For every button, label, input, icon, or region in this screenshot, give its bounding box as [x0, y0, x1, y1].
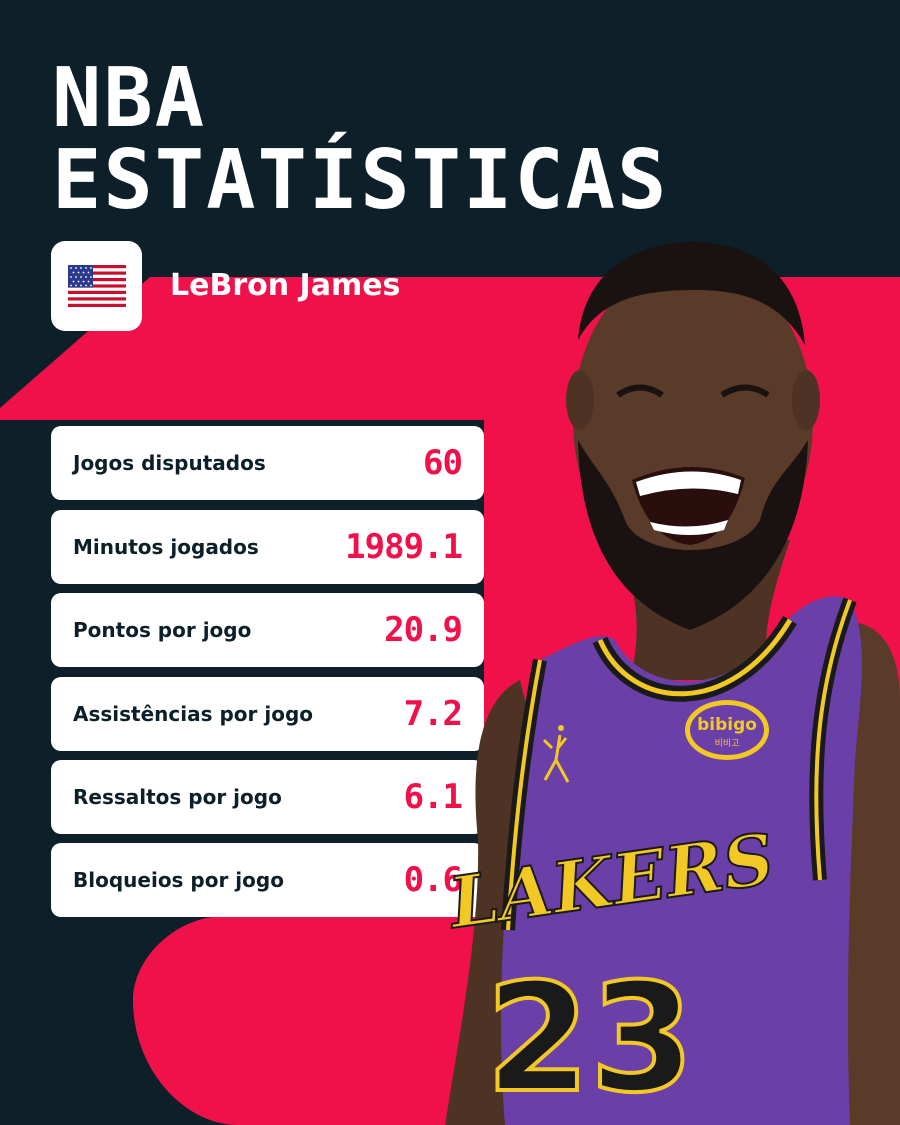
sponsor-text: bibigo	[697, 715, 757, 735]
stat-value: 1989.1	[345, 527, 463, 567]
stat-label: Bloqueios por jogo	[73, 868, 284, 892]
stat-row-rebounds-per-game: Ressaltos por jogo 6.1	[51, 760, 484, 834]
stat-label: Pontos por jogo	[73, 618, 252, 642]
sponsor-subtext: 비비고	[715, 738, 740, 749]
stat-value: 6.1	[403, 777, 463, 817]
usa-flag-icon	[68, 265, 126, 307]
stat-value: 20.9	[384, 610, 463, 650]
stat-label: Jogos disputados	[73, 451, 266, 475]
stat-row-assists-per-game: Assistências por jogo 7.2	[51, 677, 484, 751]
title-line-2: ESTATÍSTICAS	[52, 133, 669, 228]
stat-row-minutes-played: Minutos jogados 1989.1	[51, 510, 484, 584]
flag-badge	[51, 241, 142, 331]
player-photo: bibigo 비비고 LAKERS 23	[441, 241, 900, 1125]
stat-value: 60	[423, 443, 463, 483]
stat-row-blocks-per-game: Bloqueios por jogo 0.6	[51, 843, 484, 917]
stat-row-games-played: Jogos disputados 60	[51, 426, 484, 500]
stat-row-points-per-game: Pontos por jogo 20.9	[51, 593, 484, 667]
player-name: LeBron James	[170, 268, 401, 303]
stat-value: 7.2	[403, 694, 463, 734]
title-line-1: NBA	[52, 51, 207, 146]
stat-label: Minutos jogados	[73, 535, 259, 559]
stat-value: 0.6	[403, 860, 463, 900]
stat-label: Assistências por jogo	[73, 702, 314, 726]
jersey-number-text: 23	[486, 952, 695, 1125]
stat-label: Ressaltos por jogo	[73, 785, 282, 809]
